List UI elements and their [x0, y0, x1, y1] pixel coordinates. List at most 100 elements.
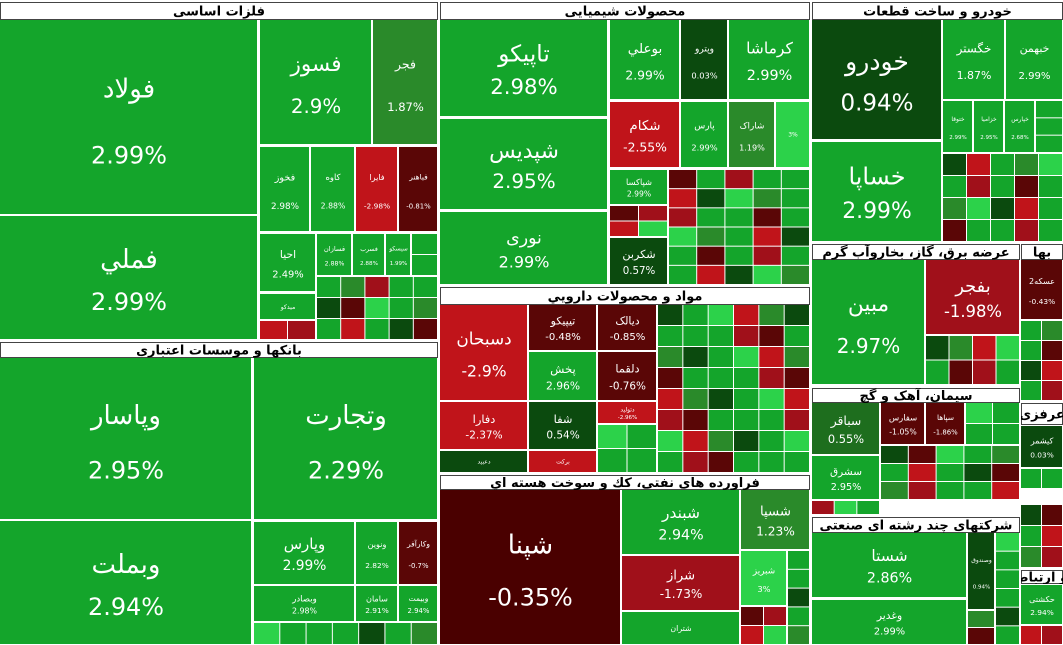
tile-name: شستا: [871, 547, 907, 565]
tile: [776, 102, 809, 167]
small-cell: [1039, 198, 1062, 219]
tile: [529, 402, 596, 449]
tile: [943, 101, 972, 152]
small-cell: [697, 265, 725, 284]
tile-change: 2.99%: [91, 288, 167, 316]
tile: [0, 20, 257, 214]
small-cell: [759, 368, 784, 388]
small-cell: [908, 482, 936, 499]
tile-change: 0.03%: [691, 71, 717, 81]
tile-change: -1.05%: [889, 427, 916, 436]
tile: [622, 556, 739, 610]
tile-change: -0.81%: [406, 203, 431, 211]
tile-change: 3%: [788, 132, 798, 139]
small-cell: [759, 389, 784, 409]
small-cell: [784, 305, 809, 325]
tile-change: 0.94%: [973, 584, 991, 590]
tile-name: خپارس: [1011, 116, 1029, 123]
tile-name: برکت: [556, 459, 570, 466]
small-cell: [669, 227, 697, 246]
small-cell: [697, 246, 725, 265]
small-cell: [683, 347, 708, 367]
small-cell: [753, 170, 781, 189]
small-cell: [759, 305, 784, 325]
small-cell: [411, 623, 437, 644]
small-cell: [943, 220, 966, 241]
small-cell: [788, 626, 809, 644]
small-cell: [306, 623, 332, 644]
tile-name: بوعلي: [628, 42, 662, 57]
tile-change: -0.48%: [545, 332, 581, 343]
small-cell: [996, 533, 1019, 551]
tile: [399, 147, 437, 231]
tile-change: 2.95%: [980, 135, 998, 141]
tile-change: 2.29%: [308, 456, 384, 484]
small-cell: [759, 431, 784, 451]
small-cell: [260, 321, 287, 339]
tile-change: 2.94%: [88, 593, 164, 621]
small-cell: [669, 189, 697, 208]
small-cell: [734, 347, 759, 367]
tile-change: 2.94%: [408, 607, 430, 615]
small-cell: [734, 431, 759, 451]
tile-name: وبملت: [92, 550, 161, 580]
tile: [812, 403, 879, 454]
tile: [440, 490, 620, 644]
small-cell: [881, 482, 908, 499]
small-cell: [967, 176, 990, 197]
sector-title: ت و ارتباطات: [998, 571, 1063, 586]
small-cell: [964, 446, 992, 463]
tile: [529, 305, 596, 350]
small-cell: [753, 189, 781, 208]
tile-change: 2.99%: [625, 69, 665, 83]
tile-change: 2.95%: [831, 482, 862, 493]
small-cell: [708, 368, 733, 388]
tile-change: 2.98%: [292, 607, 318, 616]
sector-title: بها: [1033, 246, 1051, 261]
small-cell: [1042, 361, 1062, 380]
small-cell: [669, 265, 697, 284]
small-cell: [964, 482, 992, 499]
tile-name: دفارا: [473, 412, 496, 427]
small-cell: [784, 431, 809, 451]
small-cell: [992, 482, 1019, 499]
tile: [812, 20, 941, 139]
small-cell: [332, 623, 359, 644]
small-cell: [1042, 381, 1062, 400]
tile-change: 2.68%: [1011, 135, 1029, 141]
small-cell: [788, 588, 809, 607]
tile-change: -1.86%: [933, 428, 958, 436]
small-cell: [734, 368, 759, 388]
tile-change: 2.95%: [88, 456, 164, 484]
tile-name: سشرق: [830, 466, 862, 478]
tile-name: دتولید: [620, 406, 635, 413]
tile-change: 2.99%: [627, 190, 651, 199]
small-cell: [996, 551, 1019, 570]
tile-change: -0.35%: [488, 584, 573, 612]
tile: [373, 20, 437, 144]
tile-name: وصندوق: [971, 557, 992, 564]
small-cell: [1042, 469, 1062, 488]
tile-change: 1.87%: [957, 69, 992, 82]
sector-title: شرکتهای چند رشته ای صنعتی: [820, 519, 1013, 534]
small-cell: [669, 246, 697, 265]
small-cell: [1042, 526, 1062, 546]
tile: [812, 142, 941, 241]
small-cell: [658, 326, 683, 346]
small-cell: [627, 449, 656, 472]
small-cell: [341, 277, 365, 297]
tile-name: شکام: [629, 119, 660, 134]
small-cell: [781, 246, 809, 265]
tile: [622, 612, 739, 644]
small-cell: [725, 208, 753, 227]
small-cell: [996, 589, 1019, 607]
tile-change: -1.73%: [660, 587, 703, 601]
tile-change: 2.99%: [499, 253, 550, 272]
tile: [529, 352, 596, 400]
small-cell: [413, 277, 437, 297]
sector-header: [440, 287, 810, 305]
tile-change: -2.98%: [364, 202, 390, 211]
small-cell: [1042, 626, 1062, 644]
tile: [1021, 426, 1062, 467]
tile-name: خودرو: [843, 47, 909, 77]
